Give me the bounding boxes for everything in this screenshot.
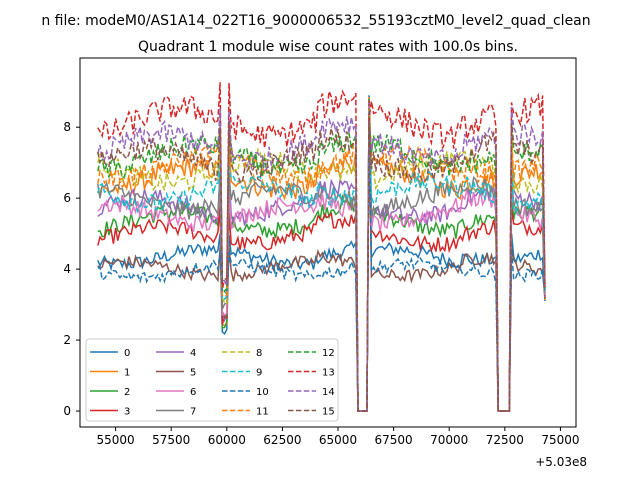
x-tick-label: 72500: [486, 433, 524, 447]
legend-label-7: 7: [190, 407, 196, 418]
series-line-14: [97, 107, 546, 412]
legend-label-1: 1: [124, 368, 130, 379]
x-tick-label: 55000: [96, 433, 134, 447]
chart-title: Quadrant 1 module wise count rates with …: [138, 39, 518, 55]
legend-box: [85, 338, 339, 422]
series-line-9: [97, 111, 546, 412]
x-tick-label: 67500: [375, 433, 413, 447]
series-line-13: [97, 82, 546, 412]
x-tick-label: 70000: [430, 433, 468, 447]
legend-label-9: 9: [256, 368, 262, 379]
legend-label-13: 13: [322, 368, 335, 379]
series-line-10: [97, 112, 546, 412]
legend-label-14: 14: [322, 387, 335, 398]
y-tick-label: 4: [63, 262, 71, 276]
series-line-6: [97, 105, 546, 412]
legend-label-3: 3: [124, 407, 130, 418]
x-axis-offset-label: +5.03e8: [535, 455, 587, 469]
legend-label-2: 2: [124, 387, 130, 398]
figure-suptitle: n file: modeM0/AS1A14_022T16_9000006532_…: [41, 13, 590, 29]
series-line-4: [97, 102, 546, 412]
series-lines: [97, 82, 546, 412]
legend-label-11: 11: [256, 407, 269, 418]
legend-label-6: 6: [190, 387, 196, 398]
legend-label-8: 8: [256, 348, 262, 359]
x-tick-label: 62500: [263, 433, 301, 447]
legend-label-4: 4: [190, 348, 196, 359]
x-tick-label: 60000: [208, 433, 246, 447]
x-tick-label: 65000: [319, 433, 357, 447]
legend-label-0: 0: [124, 348, 130, 359]
y-tick-label: 2: [63, 333, 71, 347]
series-line-15: [97, 120, 546, 412]
legend-label-15: 15: [322, 407, 335, 418]
legend-label-12: 12: [322, 348, 335, 359]
y-tick-label: 8: [63, 120, 71, 134]
legend-label-5: 5: [190, 368, 196, 379]
axes-frame: [79, 57, 577, 428]
series-line-11: [97, 114, 546, 412]
series-line-0: [97, 95, 546, 412]
series-line-3: [97, 100, 546, 412]
y-tick-label: 0: [63, 404, 71, 418]
plot-area: 55000 57500 60000 62500 65000 67500 70000 72500…: [63, 57, 580, 447]
x-tick-label: 75000: [541, 433, 579, 447]
x-tick-label: 57500: [152, 433, 190, 447]
legend-label-10: 10: [256, 387, 269, 398]
y-tick-label: 6: [63, 191, 71, 205]
